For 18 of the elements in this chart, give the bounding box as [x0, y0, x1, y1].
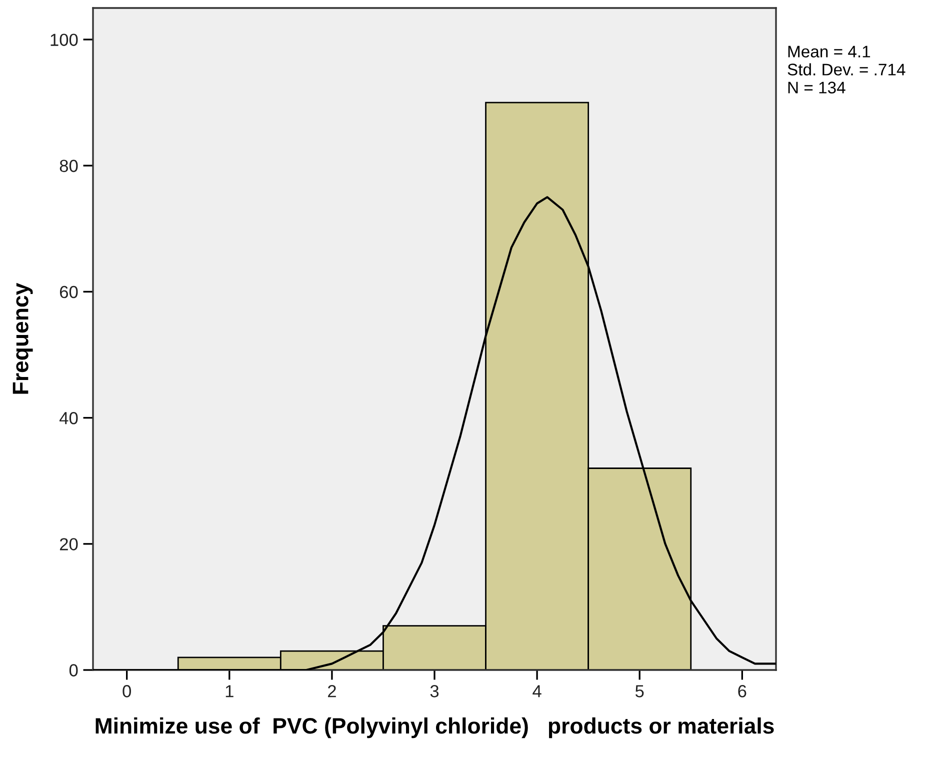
- x-tick-label: 3: [430, 685, 439, 698]
- y-tick-label: 20: [60, 538, 78, 550]
- x-tick-label: 1: [226, 685, 234, 698]
- y-tick-label: 100: [50, 34, 78, 46]
- x-tick-label: 2: [328, 685, 336, 698]
- y-tick-label: 40: [60, 412, 78, 424]
- x-tick-label: 0: [122, 685, 131, 698]
- y-tick-label: 0: [69, 664, 78, 676]
- x-tick-label: 5: [635, 685, 644, 698]
- x-tick-label: 6: [738, 685, 746, 698]
- text: Mean = 4.1: [788, 46, 870, 58]
- text: N = 134: [788, 82, 846, 94]
- x-tick-label: 4: [532, 685, 542, 698]
- y-axis-title: Frequency: [12, 282, 33, 394]
- text: Std. Dev. = .714: [788, 63, 906, 76]
- y-tick-label: 60: [60, 286, 78, 298]
- x-axis-title: Minimize use of PVC (Polyvinyl chloride) products or materials: [96, 717, 774, 738]
- y-tick-label: 80: [60, 160, 78, 172]
